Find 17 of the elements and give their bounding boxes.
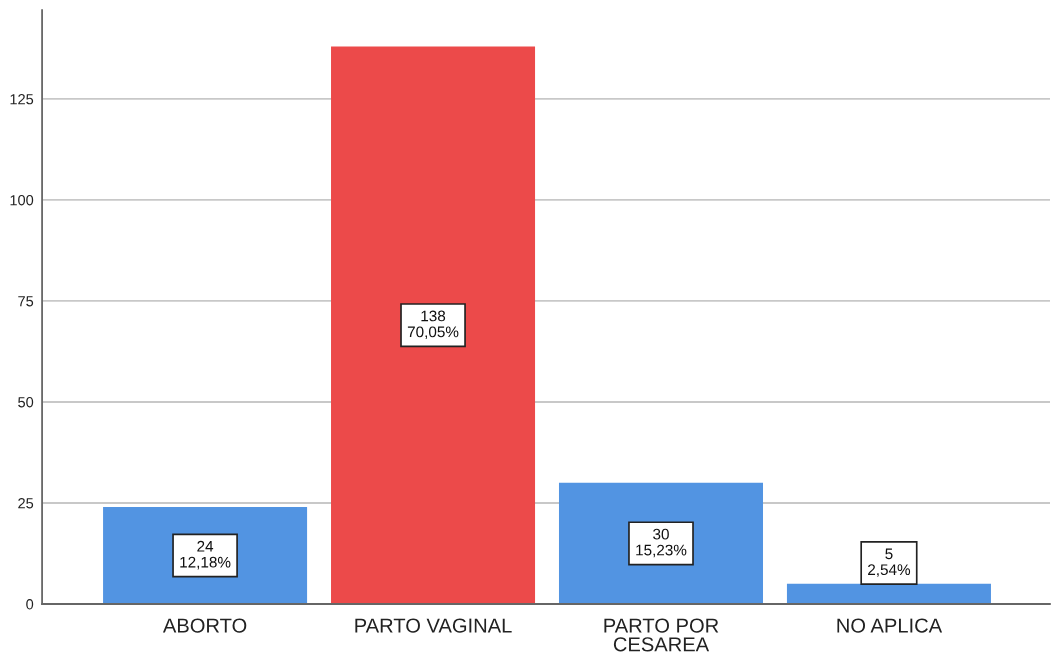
data-label: 24 12,18% [180, 540, 231, 570]
y-tick-label: 0 [26, 599, 34, 610]
x-tick-label: PARTO POR CESAREA [604, 618, 719, 652]
data-label: 5 2,54% [868, 548, 911, 577]
y-tick-label: 125 [10, 94, 34, 105]
y-tick-label: 50 [18, 397, 34, 408]
x-tick-label: ABORTO [162, 618, 247, 633]
y-tick-label: 75 [18, 296, 34, 307]
data-label: 138 70,05% [407, 310, 459, 340]
x-tick-label: NO APLICA [837, 618, 943, 633]
y-tick-label: 25 [18, 498, 34, 509]
bar [558, 482, 764, 605]
data-label: 30 15,23% [636, 528, 687, 558]
bar [331, 46, 536, 605]
y-tick-label: 100 [10, 195, 34, 206]
bar [786, 583, 991, 605]
x-tick-label: PARTO VAGINAL [355, 618, 512, 633]
